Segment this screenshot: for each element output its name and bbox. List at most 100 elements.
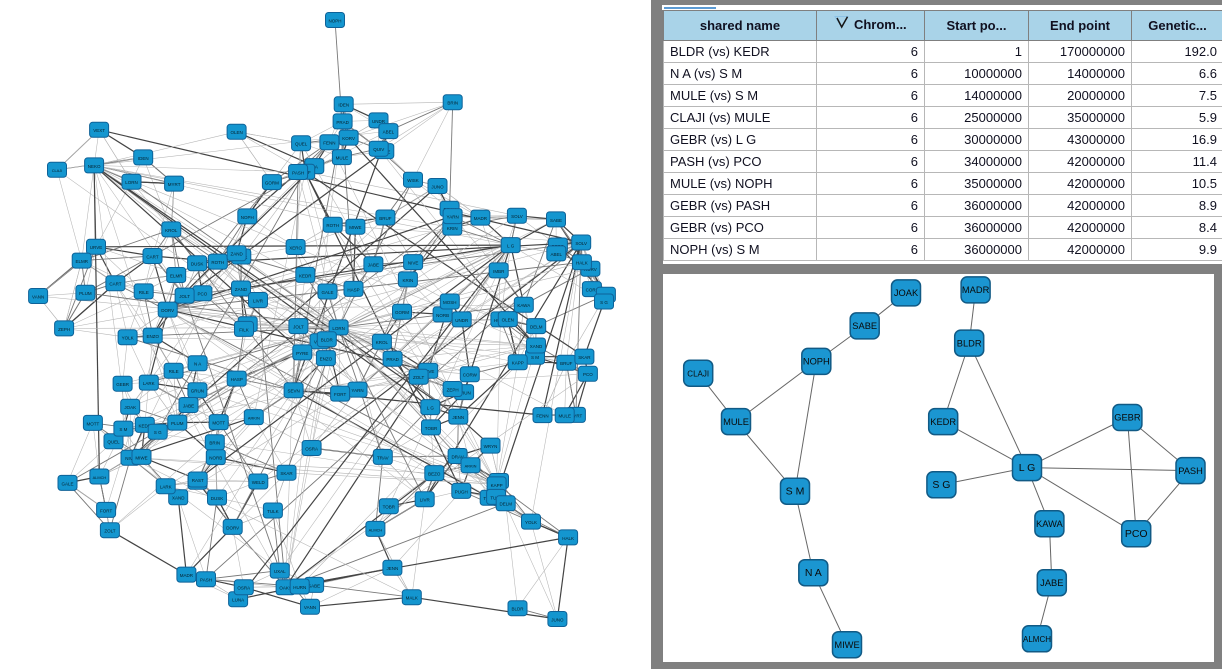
svg-text:ENZO: ENZO xyxy=(320,357,333,362)
svg-text:JOAK: JOAK xyxy=(124,405,136,410)
svg-text:TRAV: TRAV xyxy=(377,455,389,460)
svg-text:KEDR: KEDR xyxy=(299,273,312,278)
svg-text:FORT: FORT xyxy=(100,508,112,513)
svg-text:DORV: DORV xyxy=(226,525,239,530)
svg-text:YOLK: YOLK xyxy=(122,336,134,341)
svg-text:ALMCH: ALMCH xyxy=(93,475,107,480)
svg-text:LUNA: LUNA xyxy=(232,598,244,603)
svg-text:SOLV: SOLV xyxy=(575,241,587,246)
svg-text:ROTH: ROTH xyxy=(326,223,339,228)
svg-text:S M: S M xyxy=(119,427,127,432)
svg-text:XAND: XAND xyxy=(530,344,543,349)
svg-text:FENN: FENN xyxy=(323,141,335,146)
svg-text:UNDR: UNDR xyxy=(372,119,386,124)
svg-text:ARKIN: ARKIN xyxy=(465,464,477,469)
svg-text:URVE: URVE xyxy=(90,245,102,250)
svg-text:GRUN: GRUN xyxy=(191,389,204,394)
svg-text:SEVN: SEVN xyxy=(287,389,299,394)
svg-text:PASH: PASH xyxy=(200,578,212,583)
svg-text:BRIN: BRIN xyxy=(447,101,458,106)
svg-text:ZAND: ZAND xyxy=(235,287,248,292)
svg-text:ZOLT: ZOLT xyxy=(104,529,115,534)
svg-text:LORN: LORN xyxy=(125,180,138,185)
svg-text:HALK: HALK xyxy=(576,261,588,266)
svg-text:PRAD: PRAD xyxy=(386,357,399,362)
svg-text:N A: N A xyxy=(194,362,201,367)
svg-text:BLDR: BLDR xyxy=(957,338,982,348)
svg-text:OSRA: OSRA xyxy=(237,586,250,591)
svg-text:BRUF: BRUF xyxy=(379,216,392,221)
svg-text:S G: S G xyxy=(600,300,608,305)
svg-text:TULK: TULK xyxy=(267,509,279,514)
svg-text:KROL: KROL xyxy=(376,340,389,345)
svg-text:KAPP: KAPP xyxy=(512,361,524,366)
svg-text:DUSK: DUSK xyxy=(191,262,204,267)
svg-text:MIWE: MIWE xyxy=(834,640,859,650)
svg-text:PRAD: PRAD xyxy=(336,120,349,125)
svg-text:BRIN: BRIN xyxy=(209,441,220,446)
svg-text:BLDR: BLDR xyxy=(511,607,524,612)
svg-text:JENN: JENN xyxy=(452,415,464,420)
svg-text:YARN: YARN xyxy=(351,388,363,393)
svg-text:MOTT: MOTT xyxy=(87,421,100,426)
svg-text:MOSH: MOSH xyxy=(443,300,457,305)
svg-text:L G: L G xyxy=(427,406,435,411)
svg-text:GALE: GALE xyxy=(61,481,73,486)
svg-text:WELD: WELD xyxy=(252,480,266,485)
svg-text:SABE: SABE xyxy=(550,218,562,223)
svg-text:CLAJI: CLAJI xyxy=(52,168,63,173)
svg-text:FENN: FENN xyxy=(536,414,548,419)
svg-text:ALMCH: ALMCH xyxy=(369,527,383,532)
svg-text:ALMCH: ALMCH xyxy=(1023,635,1051,644)
svg-text:PCO: PCO xyxy=(1125,528,1148,540)
svg-text:ZAND: ZAND xyxy=(230,252,243,257)
svg-text:ZEPH: ZEPH xyxy=(58,327,70,332)
svg-text:SKAR: SKAR xyxy=(578,355,591,360)
svg-text:UXAL: UXAL xyxy=(274,569,286,574)
svg-text:NOPH: NOPH xyxy=(241,215,254,220)
svg-text:IDEN: IDEN xyxy=(338,103,349,108)
svg-text:VEXT: VEXT xyxy=(93,128,105,133)
svg-text:XERO: XERO xyxy=(289,245,302,250)
svg-text:IDEN: IDEN xyxy=(138,156,149,161)
svg-text:LIVR: LIVR xyxy=(253,298,264,303)
svg-text:UNDR: UNDR xyxy=(455,318,469,323)
svg-text:WISK: WISK xyxy=(407,178,419,183)
svg-text:JABE: JABE xyxy=(368,263,379,268)
svg-text:MIWE: MIWE xyxy=(135,455,147,460)
svg-text:CLAJI: CLAJI xyxy=(687,369,709,378)
svg-text:MIWE: MIWE xyxy=(349,225,361,230)
svg-text:LORN: LORN xyxy=(332,326,345,331)
svg-text:S G: S G xyxy=(932,479,950,491)
svg-text:NORB: NORB xyxy=(209,456,222,461)
svg-text:KROL: KROL xyxy=(165,228,178,233)
svg-text:RILE: RILE xyxy=(139,290,149,295)
svg-text:KRIN: KRIN xyxy=(403,278,414,283)
svg-text:MULE: MULE xyxy=(558,414,571,419)
svg-text:VANN: VANN xyxy=(32,294,44,299)
svg-text:JOAK: JOAK xyxy=(894,288,919,298)
svg-text:FORT: FORT xyxy=(334,392,346,397)
svg-text:N A: N A xyxy=(805,567,822,579)
svg-text:S M: S M xyxy=(786,485,805,497)
svg-text:JOLT: JOLT xyxy=(293,325,304,330)
svg-text:CORW: CORW xyxy=(463,373,478,378)
svg-text:BRUF: BRUF xyxy=(560,361,573,366)
svg-text:KAWA: KAWA xyxy=(1036,519,1063,529)
svg-text:QUEL: QUEL xyxy=(295,142,308,147)
svg-text:TOBR: TOBR xyxy=(425,426,438,431)
svg-text:NEKO: NEKO xyxy=(88,164,101,169)
svg-text:FILK: FILK xyxy=(239,327,249,332)
svg-text:JOLT: JOLT xyxy=(179,294,190,299)
svg-text:ENZO: ENZO xyxy=(146,334,159,339)
svg-text:CART: CART xyxy=(109,282,121,287)
svg-text:PUGH: PUGH xyxy=(455,489,468,494)
svg-text:QUIV: QUIV xyxy=(373,147,384,152)
svg-text:TOBR: TOBR xyxy=(383,505,396,510)
svg-text:OSRA: OSRA xyxy=(305,446,318,451)
svg-text:NOPH: NOPH xyxy=(328,18,341,23)
svg-text:VANN: VANN xyxy=(304,605,316,610)
svg-text:QUEL: QUEL xyxy=(107,440,120,445)
svg-text:PCO: PCO xyxy=(198,292,208,297)
svg-text:PLUM: PLUM xyxy=(79,291,92,296)
